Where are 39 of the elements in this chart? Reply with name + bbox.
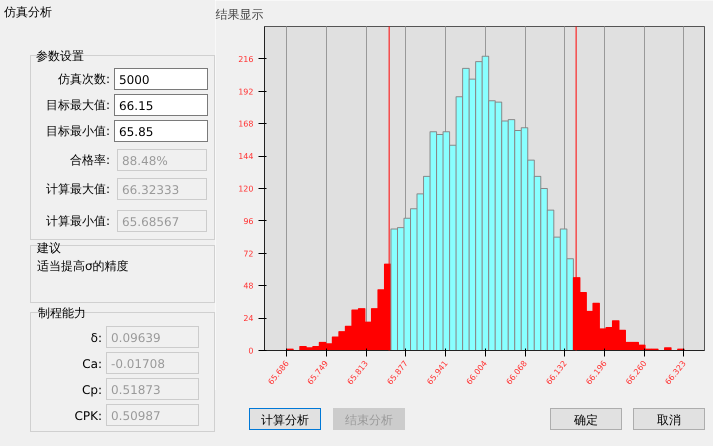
text: 制程能力 [38, 305, 86, 322]
text: 88.48% [117, 149, 207, 171]
text: 参数设置 [36, 48, 84, 65]
y-tick-label: 96 [243, 216, 254, 226]
text: 计算最大值: [44, 181, 110, 198]
text: 66.15 [114, 94, 208, 116]
text: 0.50987 [106, 404, 199, 426]
y-tick-label: 192 [238, 87, 254, 96]
text: 合格率: [68, 152, 110, 169]
text: 适当提高σ的精度 [37, 258, 129, 275]
text: 0.51873 [106, 378, 199, 400]
text: 目标最小值: [44, 123, 110, 140]
text: 计算最小值: [44, 213, 110, 230]
y-tick-label: 120 [238, 184, 254, 194]
y-tick-label: 144 [238, 152, 254, 162]
y-tick-label: 24 [243, 314, 254, 324]
text: 5000 [114, 68, 208, 90]
text: 取消 [633, 408, 705, 430]
text: 计算分析 [249, 408, 321, 430]
text: 目标最大值: [44, 97, 110, 114]
text: CPK: [73, 408, 102, 425]
text: Ca: [81, 356, 102, 373]
text: 65.85 [114, 120, 208, 142]
y-tick-label: 168 [238, 120, 254, 129]
text: Cp: [80, 382, 102, 399]
text: -0.01708 [106, 352, 199, 374]
y-tick-label: 0 [248, 346, 254, 356]
text: 仿真次数: [56, 71, 110, 88]
chart-title: 结果显示 [216, 8, 264, 22]
y-tick-label: 48 [243, 282, 254, 291]
y-tick-label: 72 [243, 249, 254, 258]
y-tick-label: 216 [238, 54, 254, 64]
text: δ: [90, 330, 102, 347]
text: 确定 [550, 408, 622, 430]
text: 65.68567 [117, 210, 207, 232]
text: 0.09639 [106, 326, 199, 348]
text: 66.32333 [117, 178, 207, 200]
text: 仿真分析 [4, 4, 52, 21]
text: 建议 [37, 240, 61, 257]
